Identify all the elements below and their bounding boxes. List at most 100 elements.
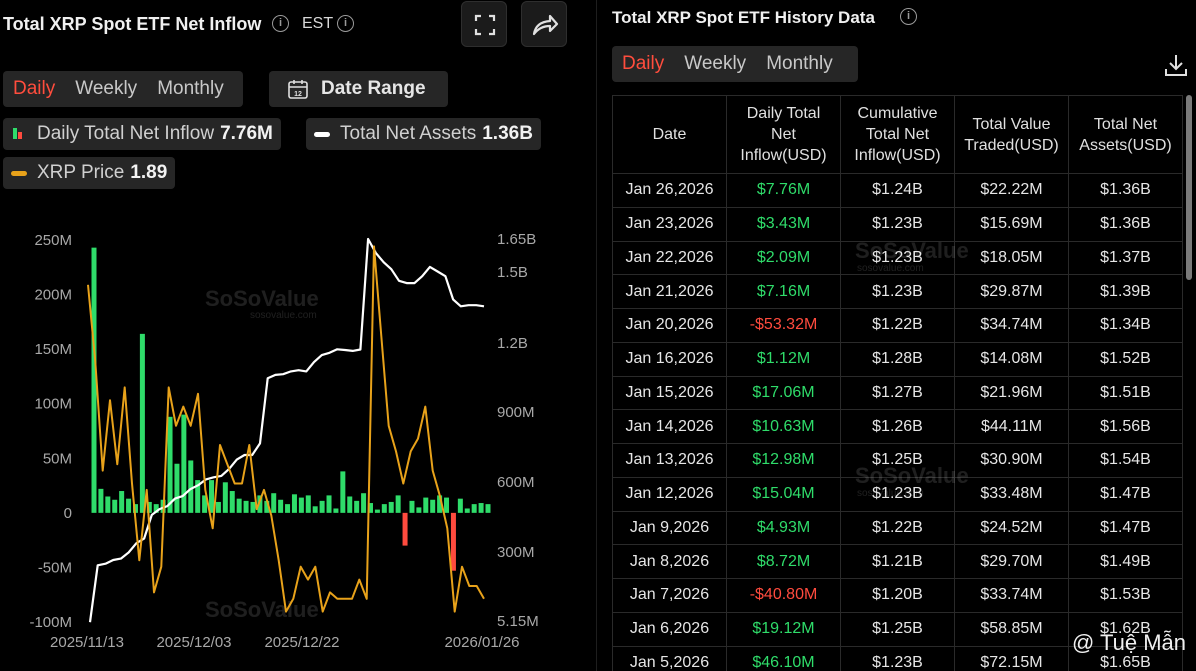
cell-cumulative-inflow: $1.22B bbox=[840, 510, 955, 546]
cell-date: Jan 13,2026 bbox=[612, 443, 727, 478]
table-row: Jan 7,2026 -$40.80M $1.20B $33.74M $1.53B bbox=[612, 578, 1183, 613]
cell-value-traded: $33.48M bbox=[954, 476, 1069, 512]
cell-value-traded: $21.96M bbox=[954, 375, 1069, 411]
cell-daily-inflow: $3.43M bbox=[726, 206, 841, 242]
share-button[interactable] bbox=[521, 1, 567, 47]
inflow-bar bbox=[471, 504, 477, 513]
panel-divider bbox=[596, 0, 597, 671]
cell-daily-inflow: $7.16M bbox=[726, 274, 841, 309]
cell-daily-inflow: $1.12M bbox=[726, 341, 841, 377]
right-axis-tick: 1.65B bbox=[497, 231, 536, 248]
cell-date: Jan 12,2026 bbox=[612, 476, 727, 512]
history-panel: Total XRP Spot ETF History Data i Daily … bbox=[597, 0, 1196, 671]
history-tab-weekly[interactable]: Weekly bbox=[684, 53, 747, 74]
col-value-traded[interactable]: Total Value Traded(USD) bbox=[954, 95, 1069, 174]
fullscreen-button[interactable] bbox=[461, 1, 507, 47]
history-info-icon[interactable]: i bbox=[900, 8, 917, 25]
inflow-chart: 250M 200M 150M 100M 50M 0 -50M -100M 1.65B 1.5B 1.… bbox=[29, 231, 538, 651]
cell-value-traded: $14.08M bbox=[954, 341, 1069, 377]
legend-inflow[interactable]: Daily Total Net Inflow 7.76M bbox=[3, 118, 281, 150]
tab-weekly[interactable]: Weekly bbox=[75, 78, 138, 99]
cell-date: Jan 14,2026 bbox=[612, 409, 727, 444]
fullscreen-icon bbox=[474, 14, 496, 36]
cell-net-assets: $1.52B bbox=[1068, 341, 1183, 377]
table-row: Jan 12,2026 $15.04M $1.23B $33.48M $1.47B bbox=[612, 476, 1183, 512]
x-axis-tick: 2025/12/22 bbox=[264, 634, 339, 651]
download-icon[interactable] bbox=[1163, 52, 1189, 78]
inflow-bar bbox=[139, 333, 145, 513]
period-tabs: Daily Weekly Monthly bbox=[3, 71, 243, 107]
info-icon[interactable]: i bbox=[272, 15, 289, 32]
cell-net-assets: $1.49B bbox=[1068, 544, 1183, 579]
cell-cumulative-inflow: $1.22B bbox=[840, 308, 955, 343]
cell-net-assets: $1.39B bbox=[1068, 274, 1183, 309]
legend-assets-value: 1.36B bbox=[482, 123, 533, 144]
timezone-info-icon[interactable]: i bbox=[337, 15, 354, 32]
inflow-bar bbox=[326, 495, 332, 513]
cell-daily-inflow: $4.93M bbox=[726, 510, 841, 546]
inflow-bar bbox=[236, 498, 242, 513]
table-row: Jan 23,2026 $3.43M $1.23B $15.69M $1.36B bbox=[612, 206, 1183, 242]
author-tag: @ Tuệ Mẫn bbox=[1071, 630, 1186, 655]
cell-value-traded: $22.22M bbox=[954, 173, 1069, 208]
tab-daily[interactable]: Daily bbox=[13, 78, 56, 99]
net-assets-line bbox=[88, 237, 485, 623]
col-date[interactable]: Date bbox=[612, 95, 727, 174]
inflow-bar bbox=[354, 500, 360, 513]
inflow-bar bbox=[278, 499, 284, 513]
inflow-bar bbox=[119, 491, 125, 513]
col-net-assets[interactable]: Total Net Assets(USD) bbox=[1068, 95, 1183, 174]
col-daily-inflow[interactable]: Daily Total Net Inflow(USD) bbox=[726, 95, 841, 174]
table-row: Jan 16,2026 $1.12M $1.28B $14.08M $1.52B bbox=[612, 341, 1183, 377]
history-tab-monthly[interactable]: Monthly bbox=[766, 53, 833, 74]
cell-daily-inflow: $7.76M bbox=[726, 173, 841, 208]
table-watermark-url-1: sosovalue.com bbox=[857, 263, 924, 274]
inflow-bar bbox=[388, 501, 394, 513]
cell-daily-inflow: $8.72M bbox=[726, 544, 841, 579]
cell-value-traded: $34.74M bbox=[954, 308, 1069, 343]
inflow-bar bbox=[98, 488, 104, 513]
tab-monthly[interactable]: Monthly bbox=[157, 78, 224, 99]
cell-cumulative-inflow: $1.25B bbox=[840, 611, 955, 647]
inflow-bar bbox=[153, 504, 159, 513]
cell-net-assets: $1.36B bbox=[1068, 173, 1183, 208]
cell-net-assets: $1.47B bbox=[1068, 476, 1183, 512]
table-scrollbar[interactable] bbox=[1186, 95, 1192, 280]
cell-net-assets: $1.65B bbox=[1068, 645, 1183, 671]
inflow-bar bbox=[105, 496, 111, 513]
history-tab-daily[interactable]: Daily bbox=[622, 53, 665, 74]
inflow-bar bbox=[450, 512, 456, 571]
cell-cumulative-inflow: $1.24B bbox=[840, 173, 955, 208]
cell-date: Jan 26,2026 bbox=[612, 173, 727, 208]
history-title: Total XRP Spot ETF History Data bbox=[612, 8, 875, 27]
inflow-bar bbox=[215, 501, 221, 513]
legend-price[interactable]: XRP Price 1.89 bbox=[3, 157, 176, 189]
inflow-bar bbox=[146, 501, 152, 513]
cell-cumulative-inflow: $1.23B bbox=[840, 645, 955, 671]
col-cumulative-inflow[interactable]: Cumulative Total Net Inflow(USD) bbox=[840, 95, 955, 174]
legend-assets[interactable]: Total Net Assets 1.36B bbox=[306, 118, 541, 150]
x-axis-tick: 2025/12/03 bbox=[156, 634, 231, 651]
cell-net-assets: $1.51B bbox=[1068, 375, 1183, 411]
inflow-bar bbox=[167, 416, 173, 513]
inflow-bar bbox=[409, 500, 415, 513]
cell-date: Jan 8,2026 bbox=[612, 544, 727, 579]
svg-text:12: 12 bbox=[294, 91, 302, 98]
table-watermark-1: SoSoValue bbox=[855, 238, 969, 263]
inflow-bar bbox=[271, 493, 277, 513]
cell-daily-inflow: $46.10M bbox=[726, 645, 841, 671]
table-row: Jan 15,2026 $17.06M $1.27B $21.96M $1.51B bbox=[612, 375, 1183, 411]
chart-watermark-1: SoSoValue bbox=[205, 286, 319, 311]
inflow-bar bbox=[402, 512, 408, 546]
share-icon bbox=[532, 14, 559, 36]
cell-daily-inflow: $10.63M bbox=[726, 409, 841, 444]
inflow-bar bbox=[485, 504, 491, 513]
table-row: Jan 8,2026 $8.72M $1.21B $29.70M $1.49B bbox=[612, 544, 1183, 579]
cell-date: Jan 6,2026 bbox=[612, 611, 727, 647]
date-range-button[interactable]: 12 Date Range bbox=[269, 71, 448, 107]
chart-watermark-url-1: sosovalue.com bbox=[250, 310, 317, 321]
left-axis-tick: -100M bbox=[29, 614, 72, 631]
inflow-bar bbox=[195, 480, 201, 513]
etf-inflow-panel: Total XRP Spot ETF Net Inflow i EST i Da… bbox=[0, 0, 596, 671]
cell-cumulative-inflow: $1.23B bbox=[840, 240, 955, 276]
